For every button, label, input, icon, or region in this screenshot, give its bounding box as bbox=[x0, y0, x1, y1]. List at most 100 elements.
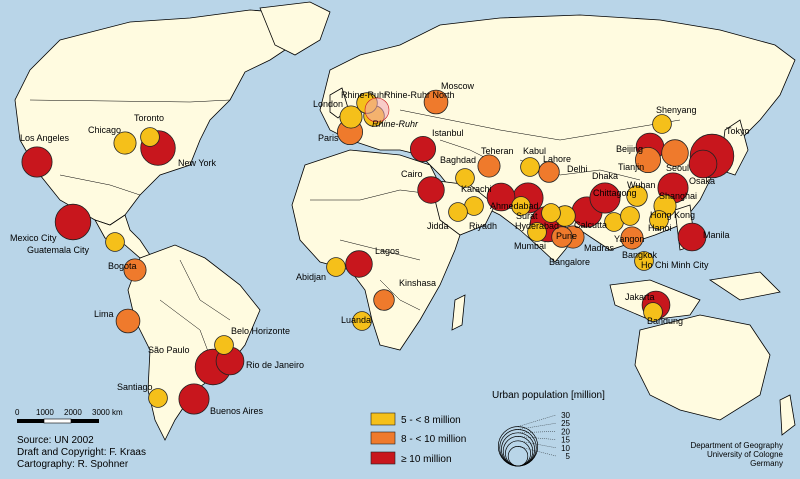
scale-tick-1000: 1000 bbox=[36, 408, 54, 417]
greenland-land bbox=[259, 1, 331, 56]
landmasses bbox=[14, 1, 796, 441]
scale-bar-seg-2 bbox=[43, 418, 72, 424]
size-legend-circle-5 bbox=[507, 446, 529, 467]
scale-bar-seg-3 bbox=[71, 419, 98, 423]
city-label-calcutta: Calcutta bbox=[574, 220, 607, 230]
city-marker-buenos-aires bbox=[178, 383, 210, 415]
city-label-lahore: Lahore bbox=[543, 154, 571, 164]
city-label-baghdad: Baghdad bbox=[440, 155, 476, 165]
scale-bar-seg-4 bbox=[98, 419, 99, 423]
city-label-buenos-aires: Buenos Aires bbox=[210, 406, 264, 416]
city-label-jakarta: Jakarta bbox=[625, 292, 655, 302]
city-marker-istanbul bbox=[409, 135, 436, 162]
city-marker-manila bbox=[677, 222, 707, 252]
city-label-delhi: Delhi bbox=[567, 164, 588, 174]
city-label-abidjan: Abidjan bbox=[296, 272, 326, 282]
city-marker-belo-horizonte bbox=[214, 335, 234, 355]
credit-cartography: Cartography: R. Spohner bbox=[17, 459, 129, 470]
city-label-riyadh: Riyadh bbox=[469, 221, 497, 231]
city-label-cairo: Cairo bbox=[401, 169, 423, 179]
city-label-seoul: Seoul bbox=[666, 163, 689, 173]
city-label-lagos: Lagos bbox=[375, 246, 400, 256]
city-label-s-o-paulo: São Paulo bbox=[148, 345, 190, 355]
city-marker-tianjin bbox=[635, 146, 662, 173]
city-marker-osaka bbox=[688, 149, 718, 179]
city-marker-bogota bbox=[123, 258, 147, 282]
city-label-pune: Pune bbox=[556, 231, 577, 241]
city-marker-wuhan bbox=[626, 185, 648, 207]
city-label-jidda: Jidda bbox=[427, 221, 449, 231]
legend-swatch-5-8 bbox=[370, 412, 396, 426]
labels-layer: Los Angeles Chicago Toronto New York Mexico … bbox=[10, 81, 750, 416]
size-legend-circle-25 bbox=[499, 429, 537, 467]
city-marker-lima bbox=[115, 308, 141, 334]
city-marker-yangon bbox=[620, 206, 640, 226]
country-borders bbox=[29, 99, 681, 371]
city-label-luanda: Luanda bbox=[341, 315, 371, 325]
city-label-bandung: Bandung bbox=[647, 316, 683, 326]
scale-tick-3000: 3000 km bbox=[92, 408, 123, 417]
city-label-chittagong: Chittagong bbox=[593, 188, 637, 198]
rhine-ruhr-inset-label: Rhine-Ruhr bbox=[372, 119, 419, 129]
border-eurasia-1 bbox=[399, 109, 681, 141]
size-legend-value-5: 5 bbox=[566, 452, 571, 461]
city-marker-lagos bbox=[345, 250, 373, 278]
cities-layer bbox=[21, 89, 735, 415]
city-label-lima: Lima bbox=[94, 309, 114, 319]
border-us-canada bbox=[29, 99, 231, 103]
size-legend-leader-5 bbox=[517, 446, 557, 457]
new-guinea-land bbox=[708, 271, 781, 301]
city-marker-teheran bbox=[477, 154, 501, 178]
city-label-shenyang: Shenyang bbox=[656, 105, 697, 115]
city-label-rio-de-janeiro: Rio de Janeiro bbox=[246, 360, 304, 370]
institution-line-3: Germany bbox=[750, 459, 783, 468]
legend-swatch-8-10 bbox=[370, 431, 396, 445]
city-label-bogota: Bogota bbox=[108, 261, 137, 271]
city-label-moscow: Moscow bbox=[441, 81, 475, 91]
city-label-rhine-ruhr-north: Rhine-Ruhr North bbox=[384, 90, 455, 100]
city-marker-shenyang bbox=[652, 114, 672, 134]
city-marker-ho-chi-minh-city bbox=[634, 251, 654, 271]
city-marker-bandung bbox=[643, 302, 663, 322]
credit-draft: Draft and Copyright: F. Kraas bbox=[17, 447, 146, 458]
size-legend-circle-10 bbox=[505, 440, 531, 467]
city-label-kinshasa: Kinshasa bbox=[399, 278, 436, 288]
city-label-istanbul: Istanbul bbox=[432, 128, 464, 138]
city-label-tianjin: Tianjin bbox=[618, 162, 644, 172]
size-legend-leader-25 bbox=[517, 423, 557, 430]
city-label-hanoi: Hanoi bbox=[648, 223, 672, 233]
size-legend-value-15: 15 bbox=[561, 436, 570, 445]
city-marker-surat bbox=[541, 203, 561, 223]
city-label-hong-kong: Hong Kong bbox=[650, 210, 695, 220]
city-marker-lahore bbox=[538, 161, 560, 183]
size-legend-value-25: 25 bbox=[561, 419, 570, 428]
city-marker-pune bbox=[527, 222, 547, 242]
city-label-hyderabad: Hyderabad bbox=[515, 221, 559, 231]
city-marker-mexico-city bbox=[54, 203, 92, 241]
size-legend-leader-30 bbox=[517, 414, 557, 427]
australia-land bbox=[634, 314, 771, 421]
size-legend-leader-20 bbox=[517, 431, 557, 433]
city-marker-abidjan bbox=[326, 257, 346, 277]
city-marker-kinshasa bbox=[373, 289, 395, 311]
city-marker-luanda bbox=[352, 311, 372, 331]
city-label-london: London bbox=[313, 99, 343, 109]
size-legend-value-10: 10 bbox=[561, 444, 570, 453]
rhine-ruhr-highlight bbox=[364, 97, 390, 123]
city-label-tokyo: Tokyo bbox=[726, 126, 750, 136]
city-label-chicago: Chicago bbox=[88, 125, 121, 135]
credits: Source: UN 2002 Draft and Copyright: F. … bbox=[17, 435, 146, 470]
city-marker-ahmedabad bbox=[511, 196, 531, 216]
city-label-wuhan: Wuhan bbox=[627, 180, 655, 190]
city-marker-los-angeles bbox=[21, 146, 53, 178]
city-marker-dhaka bbox=[589, 182, 621, 214]
city-label-yangon: Yangon bbox=[614, 234, 644, 244]
credit-source: Source: UN 2002 bbox=[17, 435, 94, 446]
legend-swatch-10-plus bbox=[370, 451, 396, 465]
city-label-paris: Paris bbox=[318, 133, 339, 143]
size-legend-value-30: 30 bbox=[561, 411, 570, 420]
scale-bar-seg-1 bbox=[17, 419, 44, 423]
